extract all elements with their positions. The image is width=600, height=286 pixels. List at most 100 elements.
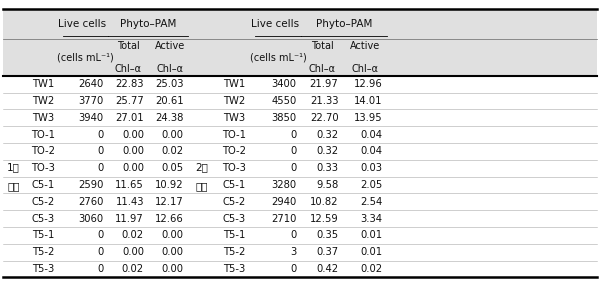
Text: 0: 0 (97, 231, 103, 241)
Text: 2940: 2940 (271, 197, 296, 207)
Text: 0: 0 (97, 264, 103, 274)
Text: 0.33: 0.33 (316, 163, 338, 173)
Text: C5-2: C5-2 (223, 197, 245, 207)
Bar (3, 143, 597, 160)
Text: Chl–α: Chl–α (156, 64, 184, 74)
Text: 9.58: 9.58 (316, 180, 338, 190)
Text: 0: 0 (97, 146, 103, 156)
Text: 24.38: 24.38 (155, 113, 184, 123)
Text: T5-1: T5-1 (32, 231, 55, 241)
Text: 0.02: 0.02 (122, 264, 144, 274)
Text: 0.00: 0.00 (122, 130, 144, 140)
Text: 0: 0 (97, 163, 103, 173)
Text: 22.83: 22.83 (115, 79, 144, 89)
Bar (3, 160, 597, 176)
Text: 3280: 3280 (271, 180, 296, 190)
Text: T5-3: T5-3 (223, 264, 245, 274)
Text: 12.59: 12.59 (310, 214, 338, 224)
Bar (3, 110, 597, 126)
Text: 0.01: 0.01 (360, 247, 382, 257)
Text: Active: Active (155, 41, 185, 51)
Text: 27.01: 27.01 (115, 113, 144, 123)
Text: Active: Active (350, 41, 380, 51)
Text: 0.00: 0.00 (122, 247, 144, 257)
Text: T5-1: T5-1 (223, 231, 245, 241)
Bar (3, 210, 597, 227)
Text: TO-1: TO-1 (222, 130, 246, 140)
Text: 22.70: 22.70 (310, 113, 338, 123)
Text: 3060: 3060 (78, 214, 103, 224)
Text: 0: 0 (97, 130, 103, 140)
Text: 0: 0 (290, 163, 296, 173)
Bar (3, 261, 597, 277)
Bar (3, 76, 597, 93)
Text: 13.95: 13.95 (353, 113, 382, 123)
Text: TW2: TW2 (32, 96, 55, 106)
Text: 10.92: 10.92 (155, 180, 184, 190)
Text: 3940: 3940 (78, 113, 103, 123)
Text: 0.02: 0.02 (122, 231, 144, 241)
Text: TW1: TW1 (32, 79, 55, 89)
Text: 0: 0 (290, 264, 296, 274)
Text: TW3: TW3 (32, 113, 55, 123)
Text: 0.35: 0.35 (316, 231, 338, 241)
Text: 0.00: 0.00 (161, 231, 184, 241)
Text: 시험: 시험 (7, 181, 20, 191)
Text: 14.01: 14.01 (354, 96, 382, 106)
Text: TW3: TW3 (223, 113, 245, 123)
Text: 0.02: 0.02 (360, 264, 382, 274)
Text: 0.00: 0.00 (161, 264, 184, 274)
Text: 0.01: 0.01 (360, 231, 382, 241)
Text: 2.05: 2.05 (360, 180, 382, 190)
Text: 3770: 3770 (78, 96, 103, 106)
Text: C5-1: C5-1 (223, 180, 245, 190)
Text: 2640: 2640 (78, 79, 103, 89)
Text: 11.97: 11.97 (115, 214, 144, 224)
Bar (3, 93, 597, 109)
Text: T5-2: T5-2 (32, 247, 55, 257)
Text: Total: Total (117, 41, 140, 51)
Bar (3, 227, 597, 244)
Text: 11.65: 11.65 (115, 180, 144, 190)
Text: 0: 0 (290, 231, 296, 241)
Text: 0.04: 0.04 (360, 130, 382, 140)
Bar (3, 176, 597, 193)
Text: 3: 3 (290, 247, 296, 257)
Text: 20.61: 20.61 (155, 96, 184, 106)
Text: 10.82: 10.82 (310, 197, 338, 207)
Text: 12.66: 12.66 (155, 214, 184, 224)
Bar (3, 126, 597, 143)
Text: 2710: 2710 (271, 214, 296, 224)
Text: 0.37: 0.37 (316, 247, 338, 257)
Text: C5-2: C5-2 (32, 197, 55, 207)
Text: Chl–α: Chl–α (115, 64, 142, 74)
Text: 0.00: 0.00 (122, 163, 144, 173)
Bar (3, 193, 597, 210)
Text: 0.32: 0.32 (316, 130, 338, 140)
Text: TO-3: TO-3 (222, 163, 246, 173)
Text: 0: 0 (290, 130, 296, 140)
Text: 0.00: 0.00 (161, 130, 184, 140)
Text: Phyto–PAM: Phyto–PAM (120, 19, 176, 29)
Text: 11.43: 11.43 (115, 197, 144, 207)
Text: TW2: TW2 (223, 96, 245, 106)
Text: 2590: 2590 (78, 180, 103, 190)
Text: 12.17: 12.17 (155, 197, 184, 207)
Text: TO-1: TO-1 (32, 130, 56, 140)
Text: C5-3: C5-3 (223, 214, 245, 224)
Text: TW1: TW1 (223, 79, 245, 89)
Text: 1차: 1차 (7, 162, 20, 172)
Bar (3, 244, 597, 261)
Text: 3850: 3850 (271, 113, 296, 123)
Text: 시험: 시험 (196, 181, 208, 191)
Text: 0.00: 0.00 (122, 146, 144, 156)
Text: T5-2: T5-2 (223, 247, 245, 257)
Text: 0.03: 0.03 (360, 163, 382, 173)
Text: 3400: 3400 (271, 79, 296, 89)
Text: Chl–α: Chl–α (308, 64, 335, 74)
Text: 3.34: 3.34 (360, 214, 382, 224)
Text: TO-2: TO-2 (222, 146, 246, 156)
Text: 0.42: 0.42 (316, 264, 338, 274)
Text: 2차: 2차 (196, 162, 208, 172)
Text: 0.02: 0.02 (161, 146, 184, 156)
